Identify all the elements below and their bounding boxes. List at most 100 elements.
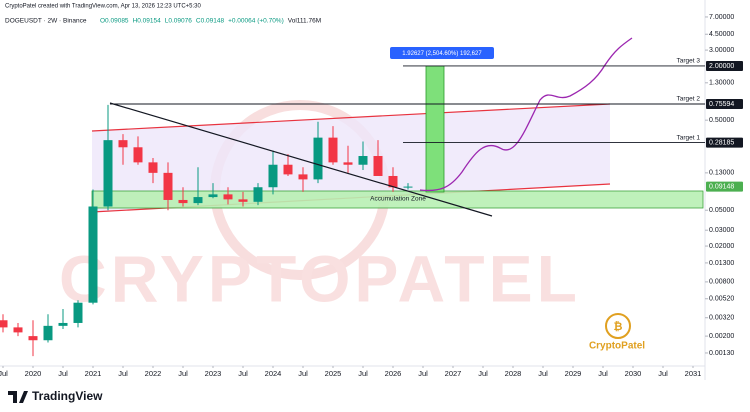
x-tick-label: Jul [118, 369, 128, 378]
target-name: Target 3 [677, 58, 701, 65]
price-badge [706, 60, 743, 71]
candle-body [298, 174, 308, 180]
x-tick-label: 2020 [25, 369, 42, 378]
candle-body [193, 197, 203, 204]
current-price-label: 0.09148 [709, 183, 734, 190]
price-badge [706, 137, 743, 148]
x-tick-label: 2023 [205, 369, 222, 378]
current-price-badge [706, 181, 743, 192]
candle-body [283, 164, 293, 175]
x-tick-label: Jul [658, 369, 668, 378]
legend-item: H0.09154 [133, 18, 162, 25]
channel-fill [92, 104, 610, 212]
candle-body [133, 147, 143, 163]
price-badge [706, 99, 743, 110]
candle-body [118, 140, 128, 148]
measure-label: 1.92627 (2,504.60%) 192,627 [402, 51, 482, 57]
trend-line [109, 102, 493, 217]
y-tick-label: 0.00130 [709, 350, 734, 357]
projection-path [419, 37, 633, 192]
candle-body [343, 162, 353, 165]
candle-body [328, 137, 338, 163]
header: CryptoPatel created with TradingView.com… [5, 4, 201, 10]
price-badge-label: 2.00000 [709, 63, 734, 70]
target-name: Target 1 [677, 134, 701, 141]
y-tick-label: 0.00200 [709, 333, 734, 340]
y-tick-label: 7.00000 [709, 14, 734, 21]
x-tick-label: Jul [58, 369, 68, 378]
legend-item: +0.00064 (+0.70%) [228, 18, 284, 25]
candle-body [43, 325, 53, 341]
candle-body [178, 199, 188, 204]
y-tick-label: 0.01300 [709, 260, 734, 267]
candle-body [0, 320, 8, 328]
x-tick-label: Jul [598, 369, 608, 378]
x-tick-label: Jul [238, 369, 248, 378]
x-tick-label: 2026 [385, 369, 402, 378]
ohlc-legend: O0.09085 H0.09154 L0.09076 C0.09148 +0.00064… [100, 18, 321, 25]
candle-body [373, 156, 383, 176]
x-tick-label: Jul [418, 369, 428, 378]
watermark: CRYPTOPATEL [59, 241, 581, 315]
logo-mark: ₿ [614, 321, 623, 333]
candle-body [28, 336, 38, 341]
y-tick-label: 1.30000 [709, 80, 734, 87]
price-axis [705, 0, 750, 385]
accumulation-zone [91, 190, 704, 209]
candle-body [103, 140, 113, 207]
measure-box [390, 47, 494, 59]
x-tick-label: Jul [478, 369, 488, 378]
legend-item: O0.09085 [100, 18, 129, 25]
legend-item: C0.09148 [196, 18, 225, 25]
x-tick-label: Jul [298, 369, 308, 378]
logo-icon [605, 313, 631, 339]
price-badge-label: 0.75594 [709, 101, 734, 108]
candle-body [223, 194, 233, 200]
y-tick-label: 4.50000 [709, 31, 734, 38]
y-tick-label: 0.50000 [709, 117, 734, 124]
x-tick-label: 2022 [145, 369, 162, 378]
x-tick-label: 2025 [325, 369, 342, 378]
candle-body [73, 302, 83, 323]
y-tick-label: 0.05000 [709, 207, 734, 214]
candle-body [403, 186, 413, 188]
candle-body [388, 175, 398, 188]
price-badge-label: 0.28185 [709, 139, 734, 146]
x-tick-label: 2030 [625, 369, 642, 378]
channel-top [91, 103, 611, 132]
legend-item: L0.09076 [165, 18, 192, 25]
candle-body [58, 322, 68, 326]
candle-body [88, 206, 98, 303]
footer-bar [0, 385, 750, 412]
target-name: Target 2 [677, 96, 701, 103]
logo: CryptoPatel [589, 341, 645, 352]
candle-body [163, 172, 173, 200]
candle-body [358, 156, 368, 165]
x-tick-label: 2024 [265, 369, 282, 378]
x-tick-label: 2029 [565, 369, 582, 378]
footer: TradingView [32, 389, 103, 403]
y-tick-label: 0.03000 [709, 227, 734, 234]
x-tick-label: 2027 [445, 369, 462, 378]
candle-body [13, 327, 23, 333]
x-tick-label: Jul [538, 369, 548, 378]
candle-body [208, 194, 218, 198]
candle-body [313, 137, 323, 180]
x-tick-label: 2028 [505, 369, 522, 378]
x-tick-label: Jul [178, 369, 188, 378]
x-tick-label: 2031 [685, 369, 702, 378]
footer-icon [8, 391, 28, 403]
y-tick-label: 0.13000 [709, 170, 734, 177]
symbol: DOGEUSDT · 2W · Binance [5, 18, 87, 25]
x-tick-label: 2021 [85, 369, 102, 378]
y-tick-label: 0.00800 [709, 279, 734, 286]
legend-item: Vol111.76M [288, 18, 321, 25]
y-tick-label: 0.02000 [709, 243, 734, 250]
candle-body [238, 199, 248, 202]
candle-body [268, 164, 278, 188]
x-tick-label: Jul [0, 369, 8, 378]
candle-body [148, 162, 158, 173]
y-tick-label: 3.00000 [709, 47, 734, 54]
